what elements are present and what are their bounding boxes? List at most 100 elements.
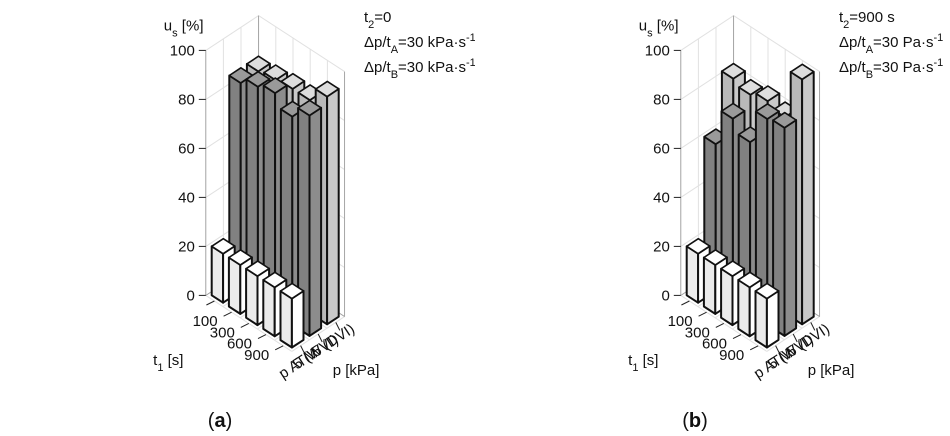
t-tick [681, 300, 690, 306]
bar-face-left [720, 267, 734, 327]
bar-top [754, 282, 780, 300]
bar-top [279, 282, 305, 300]
z-tick-label: 40 [178, 189, 195, 206]
t-tick-label: 300 [210, 324, 235, 341]
annotation-line: Δp/tB=30 Pa·s-1 [839, 57, 943, 81]
t-tick [274, 345, 284, 351]
annotation-line: Δp/tA=30 kPa·s-1 [364, 32, 475, 56]
bar-face-left [279, 290, 293, 349]
t-tick-label: 100 [193, 313, 218, 330]
bar-face-left [702, 256, 717, 315]
bar-top [755, 85, 781, 102]
bar-face-left [245, 267, 259, 327]
bar-face-right [290, 289, 305, 349]
p-tick [335, 322, 341, 331]
z-tick-label: 60 [653, 140, 670, 157]
bar-top [755, 103, 780, 120]
bar-face-left [737, 278, 751, 338]
bars [685, 62, 815, 349]
z-tick-label: 0 [186, 287, 194, 304]
bar-face-left [227, 256, 242, 315]
t-tick [715, 322, 725, 328]
bar-top [314, 80, 340, 98]
p-axis-label: p [kPa] [333, 362, 380, 379]
z-tick-label: 20 [653, 238, 670, 255]
bar-top [297, 99, 322, 117]
annotations: t2=900 sΔp/tA=30 Pa·s-1Δp/tB=30 Pa·s-1 [839, 9, 943, 81]
z-tick-label: 40 [653, 189, 670, 206]
t-tick [749, 345, 759, 351]
annotation-line: t2=900 s [839, 9, 895, 31]
z-axis-label: us [%] [639, 17, 679, 39]
panel-label: (b) [682, 410, 708, 432]
z-tick-label: 60 [178, 140, 195, 157]
t-axis-label: t1 [s] [628, 352, 658, 374]
bar-atm [754, 282, 780, 349]
z-tick-label: 20 [178, 238, 195, 255]
panel-label: (a) [208, 410, 232, 432]
annotations: t2=0Δp/tA=30 kPa·s-1Δp/tB=30 kPa·s-1 [364, 9, 475, 81]
z-tick-label: 80 [653, 91, 670, 108]
bar-atm [279, 282, 305, 349]
bar-top [245, 260, 270, 277]
bar-top [789, 63, 815, 81]
bar-top [720, 260, 745, 277]
p-axis-label: p [kPa] [808, 362, 855, 379]
t-tick [206, 300, 215, 306]
bar-face-left [685, 245, 700, 304]
p-tick [300, 345, 306, 354]
t-tick [698, 311, 707, 317]
gridline-z [680, 15, 820, 73]
t-tick [223, 311, 232, 317]
bar-face-left [210, 245, 225, 304]
bar-face-right [801, 70, 815, 326]
bar-top [720, 102, 746, 120]
z-axis-label: us [%] [164, 17, 204, 39]
t-tick [732, 334, 742, 340]
z-tick-label: 80 [178, 91, 195, 108]
t-tick-label: 900 [719, 347, 744, 364]
p-tick [775, 345, 781, 354]
bar-top [721, 62, 746, 80]
annotation-line: Δp/tA=30 Pa·s-1 [839, 32, 943, 56]
t-tick-label: 100 [668, 313, 693, 330]
z-tick-label: 100 [645, 42, 670, 59]
bar-face-right [783, 119, 798, 337]
bar-top [263, 64, 288, 81]
bar-top [738, 78, 763, 96]
bar-top [210, 237, 236, 255]
t-tick [240, 322, 250, 328]
z-axis: 0 20 40 60 80 100 us [%] [164, 17, 206, 304]
p-tick [317, 333, 323, 343]
t-tick-label: 600 [702, 336, 727, 353]
t-axis-label: t1 [s] [153, 352, 183, 374]
bar-top [228, 249, 253, 266]
z-tick-label: 0 [661, 287, 669, 304]
bar-face-right [308, 106, 323, 337]
t-tick-label: 600 [227, 336, 252, 353]
bar-face-left [262, 278, 276, 338]
bar-face-right [326, 87, 340, 326]
z-axis: 0 20 40 60 80 100 us [%] [639, 17, 681, 304]
bar-top [245, 70, 271, 88]
p-tick [792, 333, 798, 343]
bar-face-left [754, 290, 768, 349]
bar-top [685, 237, 711, 255]
t-tick [257, 334, 267, 340]
gridline-z [205, 15, 345, 73]
z-tick-label: 100 [170, 42, 195, 59]
bar-top [772, 111, 797, 129]
bar-top [737, 271, 763, 289]
bar-face-right [765, 289, 780, 349]
t-tick-label: 900 [244, 347, 269, 364]
p-tick [810, 322, 816, 331]
bar-top [262, 77, 288, 94]
bar-wvi [772, 111, 798, 337]
annotation-line: t2=0 [364, 9, 391, 31]
bars [210, 55, 340, 349]
bar-top [262, 271, 288, 289]
bar-top [703, 249, 728, 266]
